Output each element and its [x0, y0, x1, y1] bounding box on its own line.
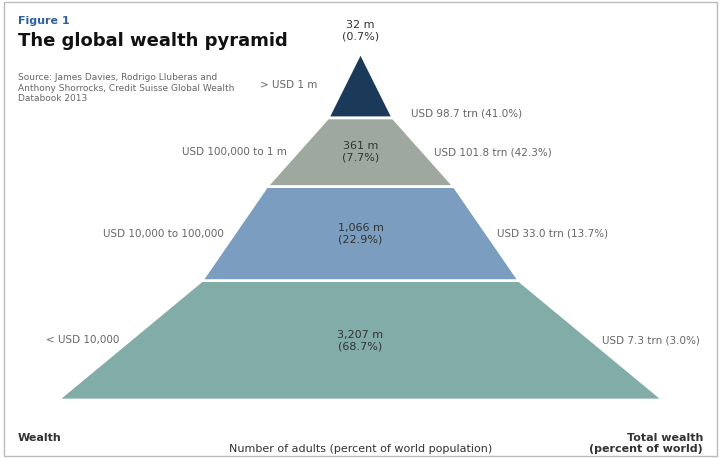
Text: Wealth: Wealth	[18, 433, 62, 443]
Text: Figure 1: Figure 1	[18, 16, 70, 26]
Text: > USD 1 m: > USD 1 m	[260, 80, 317, 90]
Text: USD 98.7 trn (41.0%): USD 98.7 trn (41.0%)	[411, 108, 522, 118]
Polygon shape	[58, 281, 663, 400]
Text: USD 10,000 to 100,000: USD 10,000 to 100,000	[102, 229, 224, 239]
Polygon shape	[202, 186, 519, 281]
Text: USD 100,000 to 1 m: USD 100,000 to 1 m	[182, 147, 286, 157]
Text: Number of adults (percent of world population): Number of adults (percent of world popul…	[229, 444, 492, 454]
Text: The global wealth pyramid: The global wealth pyramid	[18, 32, 288, 50]
Text: 1,066 m
(22.9%): 1,066 m (22.9%)	[337, 223, 384, 245]
Text: Total wealth
(percent of world): Total wealth (percent of world)	[589, 433, 703, 454]
Text: 3,207 m
(68.7%): 3,207 m (68.7%)	[337, 329, 384, 351]
Text: 361 m
(7.7%): 361 m (7.7%)	[342, 142, 379, 163]
Text: < USD 10,000: < USD 10,000	[45, 335, 119, 345]
Text: USD 101.8 trn (42.3%): USD 101.8 trn (42.3%)	[434, 147, 552, 157]
Polygon shape	[267, 118, 454, 186]
Text: Source: James Davies, Rodrigo Lluberas and
Anthony Shorrocks, Credit Suisse Glob: Source: James Davies, Rodrigo Lluberas a…	[18, 73, 234, 103]
Text: 32 m
(0.7%): 32 m (0.7%)	[342, 20, 379, 41]
Text: USD 7.3 trn (3.0%): USD 7.3 trn (3.0%)	[602, 335, 700, 345]
Polygon shape	[328, 53, 393, 118]
Text: USD 33.0 trn (13.7%): USD 33.0 trn (13.7%)	[497, 229, 609, 239]
